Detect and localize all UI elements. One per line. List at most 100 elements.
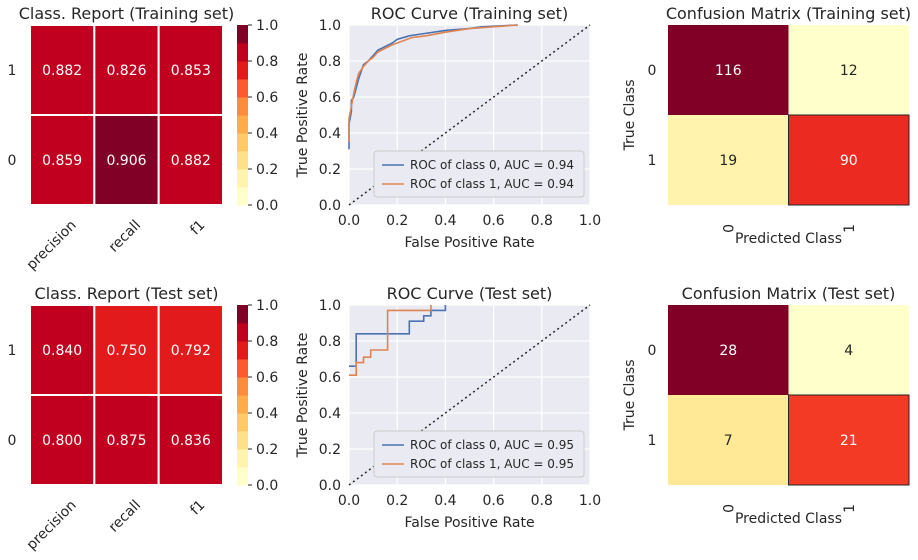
y-tick-label: 0.8 [319, 54, 341, 70]
roc-series-line-1 [348, 24, 518, 142]
colorbar-segment [237, 377, 248, 396]
x-axis-label: Predicted Class [735, 511, 842, 527]
y-axis-label: True Positive Rate [295, 53, 311, 179]
y-tick-label: 0 [8, 433, 17, 449]
x-axis-label: False Positive Rate [404, 515, 534, 531]
x-tick-label: 0.0 [338, 213, 360, 229]
colorbar-segment [237, 305, 248, 324]
y-tick-label: 0.6 [319, 370, 341, 386]
colorbar-segment [237, 359, 248, 378]
colorbar-tick-label: 0.4 [256, 406, 278, 422]
x-axis-label: Predicted Class [735, 231, 842, 247]
legend-box [373, 430, 585, 478]
colorbar-tick-label: 0.8 [256, 54, 278, 70]
cell-count: 4 [844, 343, 853, 359]
y-tick-label: 0.8 [319, 334, 341, 350]
colorbar-tick-label: 1.0 [256, 18, 278, 34]
x-tick-label: 0 [721, 504, 737, 513]
colorbar-segment [237, 43, 248, 62]
matrix-cell [788, 395, 909, 485]
roc-series-line-0 [349, 305, 447, 367]
cell-count: 21 [840, 433, 858, 449]
matrix-cell [788, 25, 909, 115]
x-tick-label: recall [106, 217, 144, 255]
colorbar-segment [237, 115, 248, 134]
colorbar-segment [237, 341, 248, 360]
matrix-cell [668, 395, 789, 485]
cell-count: 116 [715, 63, 742, 79]
colorbar-tick-label: 0.0 [256, 198, 278, 214]
matrix-cell [788, 305, 909, 395]
heatmap-cell [93, 114, 160, 206]
cell-label: 0.882 [42, 63, 82, 79]
y-tick-label: 0 [648, 63, 657, 79]
panel-title: Class. Report (Test set) [35, 284, 219, 303]
panel-title: Confusion Matrix (Test set) [682, 284, 896, 303]
panel-title: ROC Curve (Test set) [387, 284, 553, 303]
x-tick-label: f1 [187, 217, 208, 238]
y-tick-label: 0.4 [319, 406, 341, 422]
heatmap-cell [157, 304, 225, 396]
y-tick-label: 1 [8, 63, 17, 79]
x-tick-label: 1.0 [579, 493, 601, 509]
heatmap-cell [29, 304, 96, 396]
panel-title: ROC Curve (Training set) [371, 4, 568, 23]
colorbar-segment [237, 431, 248, 450]
x-tick-label: precision [24, 497, 80, 553]
cell-count: 90 [840, 153, 858, 169]
heatmap-cell [29, 394, 96, 486]
heatmap-cell [93, 304, 160, 396]
legend-label: ROC of class 0, AUC = 0.95 [410, 438, 574, 452]
x-tick-label: 1.0 [579, 213, 601, 229]
roc-series-line-1 [349, 305, 432, 376]
x-axis-label: False Positive Rate [404, 235, 534, 251]
colorbar-segment [237, 25, 248, 44]
colorbar-segment [237, 133, 248, 152]
legend-box [373, 150, 585, 198]
cell-label: 0.853 [171, 63, 211, 79]
cell-count: 7 [724, 433, 733, 449]
y-tick-label: 0.0 [319, 478, 341, 494]
x-tick-label: 0.4 [434, 213, 456, 229]
x-tick-label: f1 [187, 497, 208, 518]
y-tick-label: 0.2 [319, 162, 341, 178]
legend-label: ROC of class 1, AUC = 0.94 [410, 177, 574, 191]
y-tick-label: 0.0 [319, 198, 341, 214]
y-tick-label: 1 [648, 153, 657, 169]
cell-label: 0.800 [42, 433, 82, 449]
y-tick-label: 0.6 [319, 90, 341, 106]
legend-label: ROC of class 0, AUC = 0.94 [410, 158, 574, 172]
panel-title: Confusion Matrix (Training set) [666, 4, 911, 23]
colorbar-segment [237, 413, 248, 432]
cell-label: 0.875 [106, 433, 146, 449]
colorbar-tick-label: 1.0 [256, 298, 278, 314]
x-tick-label: 0.8 [531, 213, 553, 229]
y-tick-label: 1 [648, 433, 657, 449]
colorbar-tick-label: 0.2 [256, 442, 278, 458]
colorbar-tick-label: 0.2 [256, 162, 278, 178]
heatmap-cell [93, 24, 160, 116]
y-tick-label: 1.0 [319, 18, 341, 34]
x-tick-label: recall [106, 497, 144, 535]
colorbar-segment [237, 151, 248, 170]
cell-label: 0.840 [42, 343, 82, 359]
cell-label: 0.906 [106, 153, 146, 169]
colorbar-segment [237, 97, 248, 116]
colorbar-tick-label: 0.6 [256, 370, 278, 386]
x-tick-label: precision [24, 217, 80, 273]
x-tick-label: 0.2 [386, 493, 408, 509]
matrix-cell [668, 305, 789, 395]
heatmap-cell [29, 24, 96, 116]
x-tick-label: 0.4 [434, 493, 456, 509]
cell-count: 28 [719, 343, 737, 359]
classification-report-cr-train: Class. Report (Training set) 0.882 0.826 0.… [8, 4, 279, 273]
cell-count: 12 [840, 63, 858, 79]
y-tick-label: 1.0 [319, 298, 341, 314]
x-tick-label: 0 [721, 224, 737, 233]
x-tick-label: 0.0 [338, 493, 360, 509]
cell-label: 0.836 [171, 433, 211, 449]
x-tick-label: 1 [842, 504, 858, 513]
y-tick-label: 0.4 [319, 126, 341, 142]
cell-label: 0.859 [42, 153, 82, 169]
